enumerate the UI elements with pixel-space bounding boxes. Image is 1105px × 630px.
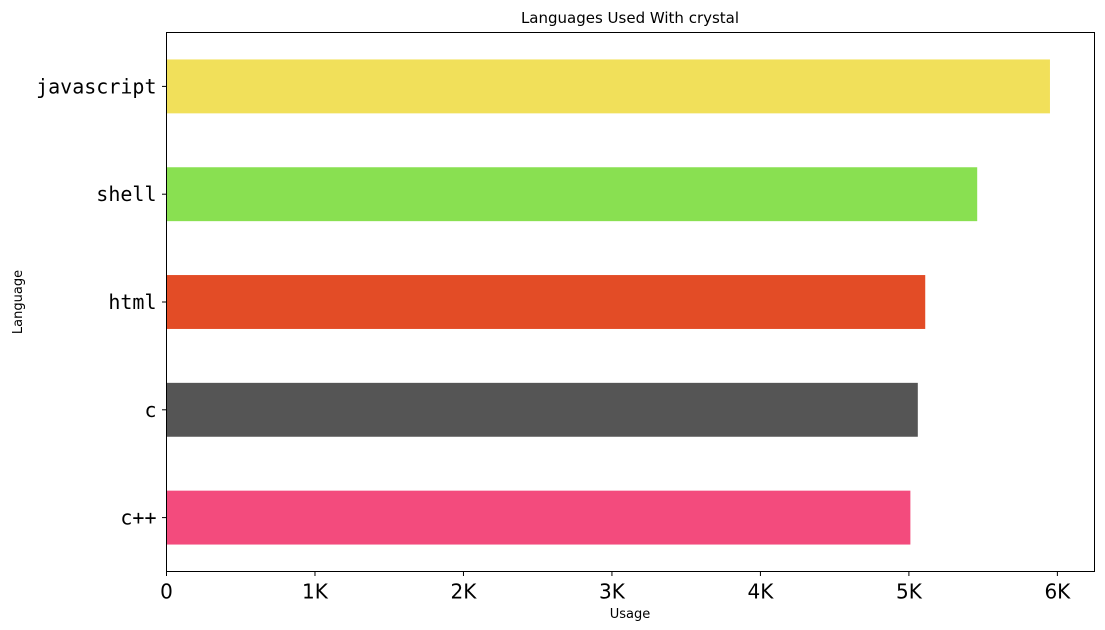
y-tick-label: javascript [36,74,156,98]
x-ticks-layer: 0 1K 2K 3K 4K 5K 6K [160,571,1071,604]
bar-cplusplus [166,490,911,545]
x-tick-label: 1K [302,580,329,604]
y-tick-label: html [108,290,156,314]
plot-frame [166,32,1095,572]
bar-shell [166,167,978,222]
bars-layer [166,59,1050,545]
x-tick-label: 5K [896,580,923,604]
x-tick-label: 0 [160,580,173,604]
y-tick-label: c [144,398,156,422]
x-tick-label: 6K [1044,580,1071,604]
y-tick-label: c++ [120,506,156,530]
y-tick-label: shell [96,182,156,206]
x-tick-label: 4K [747,580,774,604]
bar-javascript [166,59,1050,114]
x-axis-label: Usage [610,607,651,622]
chart-title: Languages Used With crystal [521,9,739,27]
x-tick-label: 2K [451,580,478,604]
bar-html [166,275,926,329]
y-axis-label: Language [11,270,26,334]
bar-c [166,382,918,437]
x-tick-label: 3K [599,580,626,604]
y-ticks-layer: javascript shell html c c++ [36,74,167,530]
